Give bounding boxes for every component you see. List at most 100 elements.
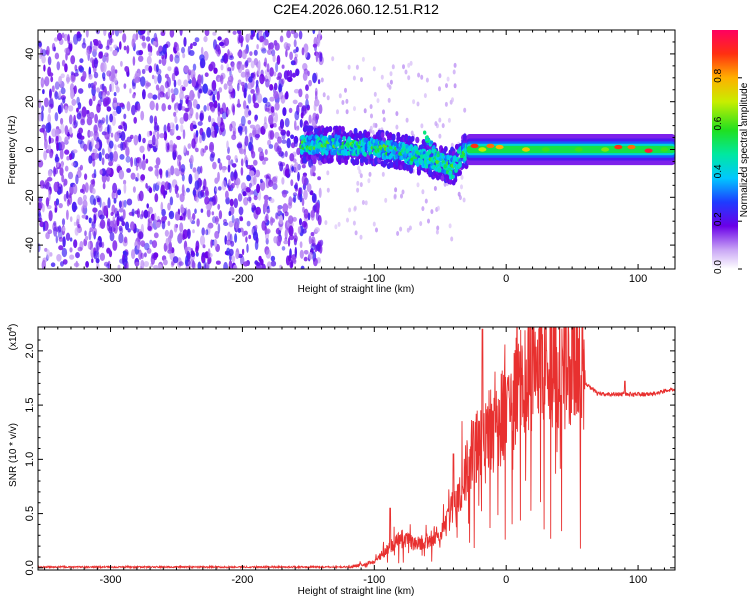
snr-panel: -300 -200 -100 0 100 0.0 0.5 1.0 1.5 2.0 Height o…: [7, 324, 676, 597]
noise-cell: [425, 77, 429, 83]
noise-cell: [273, 122, 277, 128]
noise-cell: [93, 152, 98, 161]
noise-cell: [305, 98, 309, 109]
noise-cell: [220, 64, 224, 71]
noise-cell: [141, 210, 144, 218]
noise-cell: [62, 97, 66, 104]
noise-cell: [273, 90, 279, 100]
noise-cell: [256, 86, 260, 96]
noise-cell: [319, 52, 323, 62]
signal-cell: [438, 167, 443, 173]
noise-cell: [138, 160, 143, 170]
noise-cell: [254, 224, 258, 230]
noise-cell: [179, 30, 183, 36]
noise-cell: [82, 70, 87, 80]
noise-cell: [237, 34, 241, 45]
noise-cell: [76, 214, 81, 222]
noise-cell: [112, 97, 118, 104]
noise-cell: [69, 126, 73, 135]
noise-cell: [117, 30, 123, 34]
noise-cell: [293, 258, 297, 265]
noise-cell: [57, 104, 62, 115]
noise-cell: [217, 223, 221, 234]
noise-cell: [307, 70, 310, 77]
noise-cell: [250, 30, 254, 35]
noise-cell: [73, 239, 78, 249]
noise-cell: [280, 95, 286, 104]
signal-cell: [328, 126, 333, 132]
noise-cell: [157, 264, 163, 269]
noise-cell: [68, 153, 73, 161]
noise-cell: [250, 89, 255, 94]
noise-cell: [93, 71, 99, 79]
noise-cell: [64, 149, 70, 155]
noise-cell: [412, 99, 416, 105]
noise-cell: [98, 241, 103, 248]
noise-cell: [48, 135, 51, 145]
noise-cell: [293, 184, 298, 189]
noise-cell: [436, 205, 440, 211]
noise-cell: [344, 87, 347, 93]
noise-cell: [60, 123, 65, 134]
noise-cell: [116, 210, 120, 217]
noise-cell: [313, 257, 318, 267]
noise-cell: [232, 130, 236, 136]
noise-cell: [265, 249, 271, 259]
noise-cell: [253, 175, 257, 186]
noise-cell: [105, 114, 109, 125]
signal-cell: [340, 126, 345, 132]
noise-cell: [311, 193, 317, 203]
noise-cell: [111, 204, 116, 215]
signal-cell: [390, 161, 394, 168]
noise-cell: [136, 172, 140, 179]
noise-cell: [382, 109, 385, 115]
spectrogram-xlabel: Height of straight line (km): [298, 284, 415, 295]
noise-cell: [289, 69, 293, 79]
noise-cell: [66, 190, 69, 199]
signal-cell: [429, 140, 433, 145]
noise-cell: [125, 146, 130, 157]
noise-cell: [179, 222, 184, 233]
noise-cell: [72, 149, 78, 154]
noise-cell: [148, 187, 153, 194]
noise-cell: [274, 102, 280, 111]
noise-cell: [95, 241, 99, 253]
noise-cell: [324, 220, 328, 226]
noise-cell: [225, 190, 229, 199]
noise-cell: [314, 87, 318, 96]
noise-cell: [64, 165, 69, 172]
noise-cell: [286, 30, 291, 39]
noise-cell: [268, 42, 274, 50]
noise-cell: [242, 191, 247, 197]
noise-cell: [284, 168, 290, 177]
noise-cell: [86, 116, 93, 126]
noise-cell: [42, 184, 47, 189]
noise-cell: [197, 190, 203, 199]
colorbar: 0.0 0.2 0.4 0.6 0.8 Normalized spectral ampl…: [712, 30, 750, 274]
noise-cell: [167, 249, 173, 254]
signal-cell: [366, 131, 371, 138]
noise-cell: [160, 184, 165, 195]
noise-cell: [178, 261, 184, 266]
noise-cell: [249, 124, 256, 129]
signal-cell: [358, 130, 363, 137]
noise-cell: [215, 187, 218, 192]
signal-cell: [347, 136, 352, 142]
noise-cell: [84, 182, 89, 193]
noise-cell: [149, 103, 153, 108]
noise-cell: [192, 213, 196, 221]
noise-cell: [71, 162, 76, 167]
noise-cell: [174, 115, 178, 124]
noise-cell: [179, 193, 185, 203]
noise-cell: [284, 117, 290, 128]
noise-cell: [167, 66, 172, 72]
noise-cell: [352, 220, 356, 226]
noise-cell: [294, 232, 297, 238]
noise-cell: [89, 227, 93, 233]
noise-cell: [153, 265, 159, 269]
noise-cell: [161, 220, 166, 230]
noise-cell: [55, 198, 60, 206]
noise-cell: [295, 46, 299, 53]
noise-cell: [104, 131, 110, 140]
noise-cell: [295, 68, 300, 77]
